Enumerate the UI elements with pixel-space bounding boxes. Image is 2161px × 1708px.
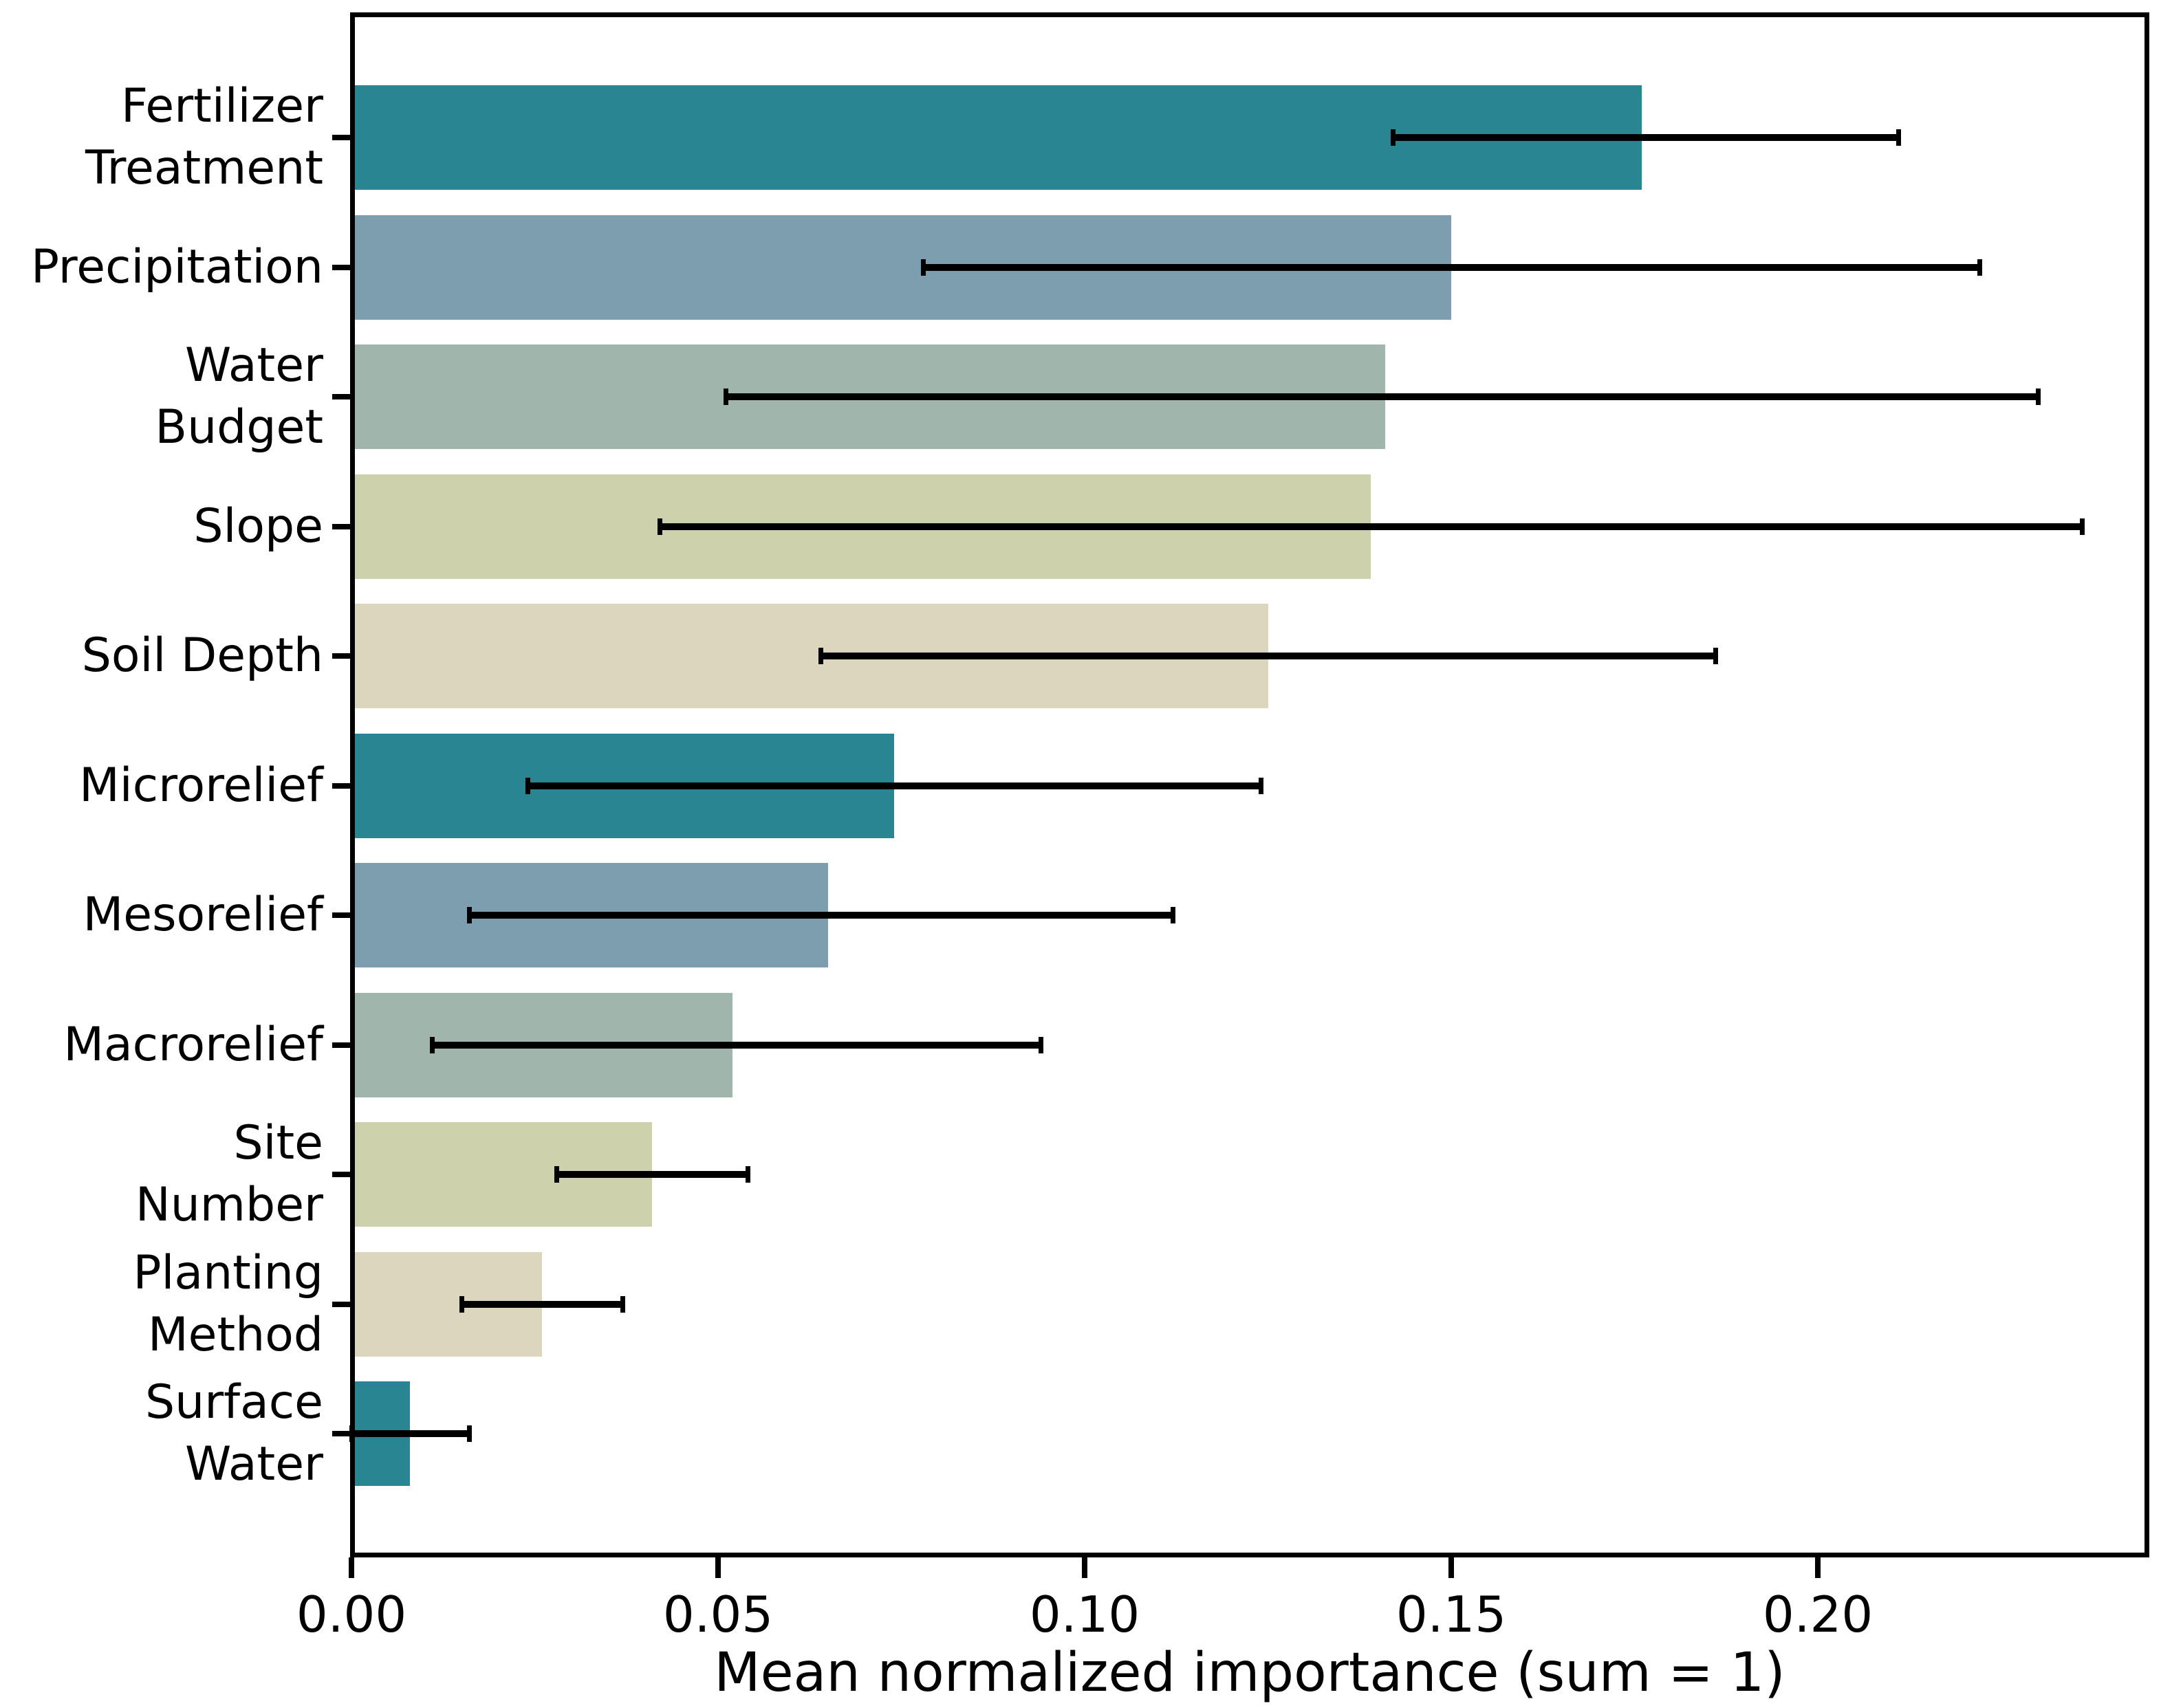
error-cap-low-planting-method xyxy=(459,1295,464,1313)
error-cap-low-macrorelief xyxy=(430,1036,435,1053)
y-tick-soil-depth xyxy=(332,653,351,659)
y-label-soil-depth: Soil Depth xyxy=(0,625,323,687)
error-bar-macrorelief xyxy=(432,1041,1041,1049)
error-cap-low-surface-water xyxy=(349,1425,354,1442)
x-tick-label-0.20: 0.20 xyxy=(1762,1586,1874,1643)
x-tick-label-0.10: 0.10 xyxy=(1029,1586,1140,1643)
y-label-fertilizer-treatment: Fertilizer Treatment xyxy=(0,76,323,199)
y-label-line: Microrelief xyxy=(79,758,323,813)
y-tick-mesorelief xyxy=(332,912,351,918)
x-tick-0.15 xyxy=(1448,1557,1454,1578)
error-cap-low-fertilizer-treatment xyxy=(1390,129,1396,146)
error-bar-planting-method xyxy=(461,1300,623,1308)
error-cap-high-fertilizer-treatment xyxy=(1896,129,1902,146)
error-cap-high-precipitation xyxy=(1977,259,1982,276)
error-cap-high-mesorelief xyxy=(1170,907,1175,923)
x-tick-0.00 xyxy=(349,1557,354,1578)
y-label-site-number: Site Number xyxy=(0,1113,323,1236)
error-cap-high-surface-water xyxy=(466,1425,472,1442)
error-cap-low-slope xyxy=(657,518,662,535)
y-tick-slope xyxy=(332,523,351,529)
y-label-line: Number xyxy=(135,1178,323,1232)
y-label-line: Precipitation xyxy=(30,239,323,294)
y-tick-fertilizer-treatment xyxy=(332,135,351,140)
y-label-line: Macrorelief xyxy=(63,1017,323,1072)
y-tick-planting-method xyxy=(332,1301,351,1307)
x-tick-label-0.05: 0.05 xyxy=(662,1586,774,1643)
y-label-line: Water xyxy=(184,1437,323,1491)
x-tick-0.10 xyxy=(1082,1557,1087,1578)
error-cap-low-microrelief xyxy=(525,777,530,794)
y-label-macrorelief: Macrorelief xyxy=(0,1014,323,1076)
y-label-line: Soil Depth xyxy=(81,628,323,683)
y-label-line: Water xyxy=(184,338,323,393)
y-label-line: Planting xyxy=(133,1245,323,1300)
error-bar-slope xyxy=(659,523,2082,530)
y-label-surface-water: Surface Water xyxy=(0,1372,323,1496)
y-label-microrelief: Microrelief xyxy=(0,755,323,817)
error-cap-high-macrorelief xyxy=(1039,1036,1044,1053)
y-tick-macrorelief xyxy=(332,1042,351,1048)
x-tick-0.05 xyxy=(715,1557,721,1578)
y-label-line: Slope xyxy=(193,499,323,554)
error-cap-high-water-budget xyxy=(2035,388,2041,405)
error-bar-surface-water xyxy=(351,1430,469,1437)
y-label-line: Fertilizer xyxy=(120,79,323,133)
error-bar-precipitation xyxy=(923,263,1979,271)
y-tick-microrelief xyxy=(332,782,351,789)
error-bar-fertilizer-treatment xyxy=(1392,134,1899,141)
error-cap-high-site-number xyxy=(745,1166,750,1183)
y-label-planting-method: Planting Method xyxy=(0,1242,323,1366)
x-axis-title: Mean normalized importance (sum = 1) xyxy=(714,1642,1785,1704)
error-bar-site-number xyxy=(556,1171,748,1178)
y-tick-water-budget xyxy=(332,394,351,399)
error-cap-low-site-number xyxy=(554,1166,560,1183)
error-bar-microrelief xyxy=(527,782,1261,789)
y-label-water-budget: Water Budget xyxy=(0,335,323,459)
error-bar-water-budget xyxy=(725,393,2038,400)
error-cap-low-mesorelief xyxy=(466,907,472,923)
y-label-precipitation: Precipitation xyxy=(0,237,323,298)
y-label-line: Site xyxy=(233,1116,323,1170)
y-label-slope: Slope xyxy=(0,496,323,558)
y-label-line: Treatment xyxy=(85,141,323,195)
y-label-line: Budget xyxy=(155,400,323,455)
error-cap-low-precipitation xyxy=(921,259,926,276)
y-tick-site-number xyxy=(332,1172,351,1177)
error-cap-low-soil-depth xyxy=(818,648,824,664)
y-label-line: Surface xyxy=(144,1375,323,1430)
error-cap-high-soil-depth xyxy=(1713,648,1718,664)
x-tick-label-0.15: 0.15 xyxy=(1396,1586,1507,1643)
error-cap-high-slope xyxy=(2079,518,2085,535)
error-cap-high-planting-method xyxy=(620,1295,626,1313)
y-label-mesorelief: Mesorelief xyxy=(0,884,323,946)
error-bar-soil-depth xyxy=(821,653,1716,659)
error-bar-mesorelief xyxy=(468,912,1173,919)
error-cap-high-microrelief xyxy=(1258,777,1263,794)
x-tick-label-0.00: 0.00 xyxy=(296,1586,407,1643)
y-label-line: Method xyxy=(147,1307,323,1362)
y-tick-precipitation xyxy=(332,264,351,270)
x-tick-0.20 xyxy=(1815,1557,1821,1578)
y-label-line: Mesorelief xyxy=(83,888,323,942)
y-tick-surface-water xyxy=(332,1431,351,1436)
error-cap-low-water-budget xyxy=(723,388,728,405)
